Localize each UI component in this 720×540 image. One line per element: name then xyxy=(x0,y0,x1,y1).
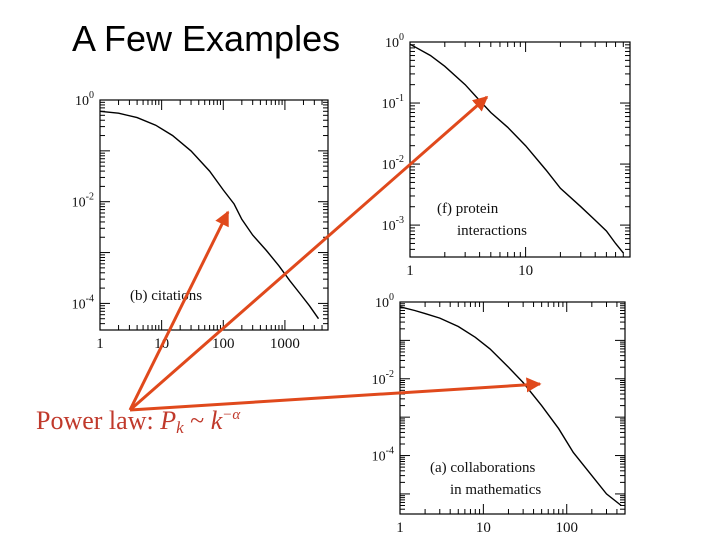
y-tick-label: 100 xyxy=(385,32,404,51)
pointer-arrow-2 xyxy=(129,377,542,412)
y-tick-label: 100 xyxy=(75,90,94,109)
caption-k: k xyxy=(210,406,223,435)
caption-sim: ~ xyxy=(190,406,205,435)
x-tick-label: 100 xyxy=(555,520,578,536)
y-tick-label: 10-2 xyxy=(382,154,404,173)
pointer-arrow-1 xyxy=(129,95,489,412)
y-tick-label: 10-2 xyxy=(372,369,394,388)
x-tick-label: 100 xyxy=(212,336,235,352)
x-tick-label: 1 xyxy=(406,263,414,279)
panel-label: in mathematics xyxy=(450,482,541,498)
x-tick-label: 1 xyxy=(396,520,404,536)
chart-2: 1 10 100 100 10-2 10-4 (a) collaborations in ma… xyxy=(372,292,626,536)
panel-label: (b) citations xyxy=(130,288,202,304)
x-tick-label: 1 xyxy=(96,336,104,352)
power-law-caption: Power law: Pk ~ k−α xyxy=(36,406,240,438)
plot-frame xyxy=(399,301,626,515)
panel-label: interactions xyxy=(457,223,527,239)
y-tick-label: 10-3 xyxy=(382,215,404,234)
caption-sub-k: k xyxy=(176,418,184,437)
data-series-line xyxy=(409,43,624,254)
pointer-arrow-0 xyxy=(128,210,230,411)
chart-0: 110100100010010-210-4(b) citations xyxy=(72,90,329,352)
panel-label: (f) protein xyxy=(437,201,499,217)
caption-p: P xyxy=(160,406,177,435)
chart-1: 1 10 100 10-1 10-2 10-3 (f) protein interaction… xyxy=(382,32,631,279)
x-tick-label: 10 xyxy=(476,520,491,536)
y-tick-label: 10-4 xyxy=(72,293,94,312)
y-tick-label: 10-4 xyxy=(372,446,394,465)
y-tick-label: 10-1 xyxy=(382,93,404,112)
panel-label: (a) collaborations xyxy=(430,460,536,476)
caption-exp: −α xyxy=(222,407,241,423)
x-tick-label: 10 xyxy=(518,263,533,279)
y-tick-label: 10-2 xyxy=(72,192,94,211)
y-tick-label: 100 xyxy=(375,292,394,311)
data-series-line xyxy=(399,306,622,507)
x-tick-label: 1000 xyxy=(270,336,300,352)
caption-prefix: Power law: xyxy=(36,406,154,435)
data-series-line xyxy=(99,110,320,320)
slide-title: A Few Examples xyxy=(72,18,341,59)
